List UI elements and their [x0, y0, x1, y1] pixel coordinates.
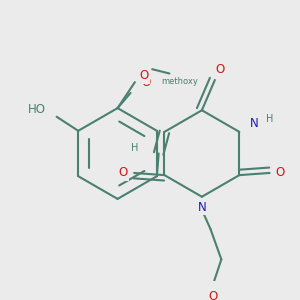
Text: O: O	[276, 167, 285, 179]
Text: N: N	[250, 117, 259, 130]
Text: H: H	[131, 143, 139, 153]
Text: methoxy: methoxy	[161, 76, 198, 85]
Text: H: H	[266, 114, 273, 124]
Text: O: O	[208, 290, 217, 300]
Text: HO: HO	[28, 103, 46, 116]
Text: O: O	[139, 69, 148, 82]
Text: O: O	[216, 63, 225, 76]
Text: O: O	[141, 76, 151, 89]
Text: O: O	[119, 167, 128, 179]
Text: N: N	[197, 201, 206, 214]
